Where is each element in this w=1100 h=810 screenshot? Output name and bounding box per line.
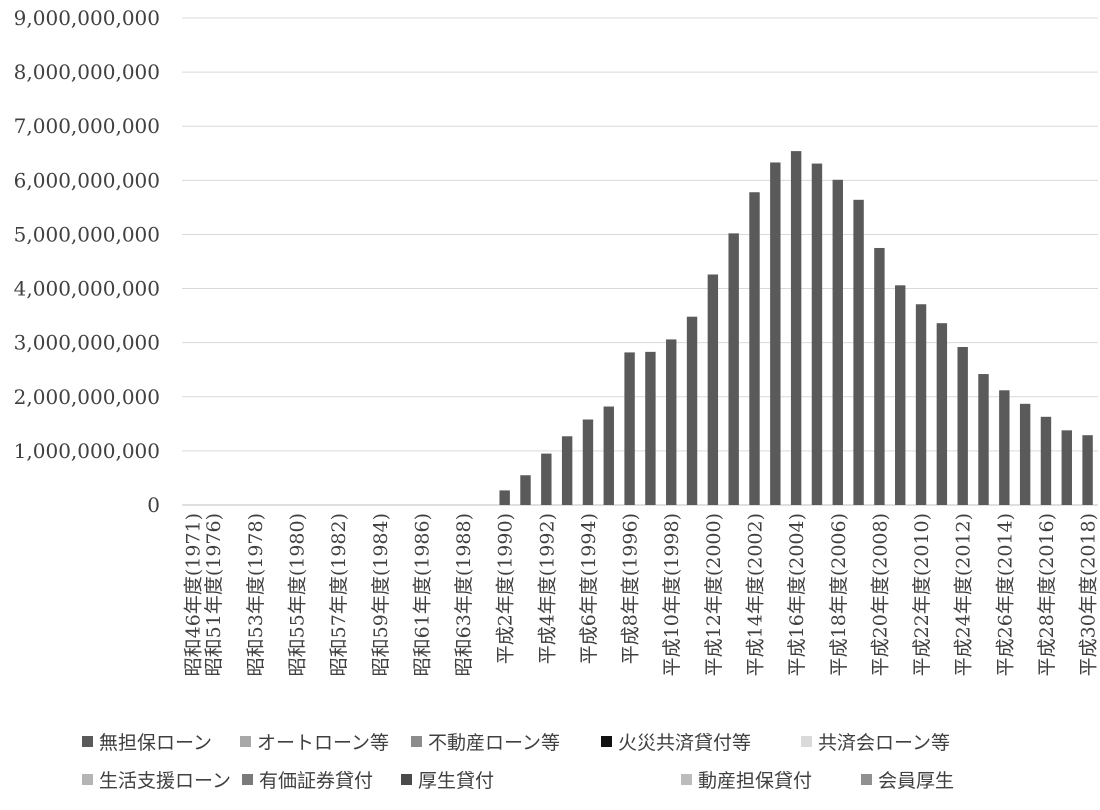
bar-segment xyxy=(895,285,906,505)
bar-segment xyxy=(1019,403,1031,505)
x-tick-label: 平成18年度(2006) xyxy=(828,513,850,676)
bar-segment xyxy=(790,151,802,505)
bar-segment xyxy=(999,390,1010,505)
legend-item: 無担保ローン xyxy=(82,728,212,755)
legend-label: 会員厚生 xyxy=(878,770,955,792)
bar-segment xyxy=(603,406,614,505)
legend-label: 火災共済貸付等 xyxy=(618,732,752,754)
bar-segment xyxy=(1082,435,1093,505)
legend-label: 生活支援ローン xyxy=(99,770,232,792)
x-tick-label: 平成8年度(1996) xyxy=(620,513,642,664)
legend-label: 有価証券貸付 xyxy=(259,770,374,792)
x-tick-label: 平成2年度(1990) xyxy=(495,513,517,664)
bar-segment xyxy=(978,374,989,505)
legend-item: 動産担保貸付 xyxy=(681,766,812,793)
legend-label: 共済会ローン等 xyxy=(818,732,951,754)
bar-segment xyxy=(624,352,635,505)
legend-swatch xyxy=(82,774,93,785)
x-tick-label: 昭和46年度(1971) xyxy=(182,513,204,676)
bar-segment xyxy=(645,351,656,505)
y-tick-label: 6,000,000,000 xyxy=(14,168,160,192)
legend-swatch xyxy=(240,736,251,747)
legend-label: 動産担保貸付 xyxy=(698,770,813,792)
x-tick-label: 平成4年度(1992) xyxy=(536,513,558,664)
x-tick-label: 平成6年度(1994) xyxy=(578,513,600,664)
bar-segment xyxy=(853,199,864,505)
x-tick-label: 平成10年度(1998) xyxy=(661,513,683,676)
legend-item: 共済会ローン等 xyxy=(801,728,950,755)
y-axis: 0 1,000,000,000 2,000,000,000 3,000,000,000… xyxy=(14,6,160,517)
x-tick-label: 昭和51年度(1976) xyxy=(203,513,225,676)
x-axis: 昭和46年度(1971)昭和51年度(1976) 昭和53年度(1978) 昭和55… xyxy=(182,513,1099,676)
x-tick-label: 平成20年度(2008) xyxy=(869,513,891,676)
x-tick-label: 平成22年度(2010) xyxy=(911,513,933,676)
y-tick-label: 3,000,000,000 xyxy=(14,331,160,355)
x-tick-label: 昭和59年度(1984) xyxy=(370,513,392,676)
y-tick-label: 8,000,000,000 xyxy=(14,60,160,84)
bar-segment xyxy=(561,436,573,505)
bar-segment xyxy=(728,233,739,505)
legend-swatch xyxy=(681,774,692,785)
legend-label: 不動産ローン等 xyxy=(428,732,561,754)
legend-label: オートローン等 xyxy=(257,732,390,754)
legend-item: 不動産ローン等 xyxy=(411,728,560,755)
x-tick-label: 平成26年度(2014) xyxy=(994,513,1016,676)
y-tick-label: 4,000,000,000 xyxy=(14,277,160,301)
legend-item: 会員厚生 xyxy=(861,766,954,793)
bar-segment xyxy=(1040,416,1052,505)
y-tick-label: 2,000,000,000 xyxy=(14,385,160,409)
x-tick-label: 平成12年度(2000) xyxy=(703,513,725,676)
x-tick-label: 昭和61年度(1986) xyxy=(411,513,433,676)
bar-segment xyxy=(582,419,594,505)
x-tick-label: 平成30年度(2018) xyxy=(1078,513,1100,676)
x-tick-label: 昭和53年度(1978) xyxy=(245,513,267,676)
bar-segment xyxy=(874,247,885,505)
x-tick-label: 平成24年度(2012) xyxy=(953,513,975,676)
legend-swatch xyxy=(801,736,812,747)
legend-swatch xyxy=(861,774,872,785)
bar-segment xyxy=(541,453,552,505)
bar-segment xyxy=(957,346,968,505)
x-tick-label: 平成16年度(2004) xyxy=(786,513,808,676)
legend-swatch xyxy=(242,774,253,785)
legend-swatch xyxy=(601,736,612,747)
legend-item: オートローン等 xyxy=(240,728,389,755)
x-tick-label: 昭和57年度(1982) xyxy=(328,513,350,676)
legend-item: 厚生貸付 xyxy=(401,766,494,793)
bar-segment xyxy=(686,316,698,505)
x-tick-label: 平成28年度(2016) xyxy=(1036,513,1058,676)
x-tick-label: 昭和63年度(1988) xyxy=(453,513,475,676)
bar-segment xyxy=(832,179,843,505)
bars xyxy=(499,151,1093,505)
legend-label: 厚生貸付 xyxy=(418,770,495,792)
bar-segment xyxy=(770,162,781,505)
legend-swatch xyxy=(401,774,412,785)
bar-segment xyxy=(749,192,760,505)
x-tick-label: 昭和55年度(1980) xyxy=(287,513,309,676)
legend-item: 有価証券貸付 xyxy=(242,766,373,793)
bar-segment xyxy=(1061,430,1072,505)
bar-segment xyxy=(707,274,719,505)
bar-segment xyxy=(499,490,510,505)
bar-segment xyxy=(520,475,531,505)
legend-label: 無担保ローン xyxy=(99,732,213,754)
x-tick-label: 平成14年度(2002) xyxy=(745,513,767,676)
bar-segment xyxy=(666,339,677,505)
legend-item: 火災共済貸付等 xyxy=(601,728,751,755)
y-tick-label: 7,000,000,000 xyxy=(14,114,160,138)
legend-swatch xyxy=(82,736,93,747)
bar-segment xyxy=(811,163,823,505)
y-tick-label: 5,000,000,000 xyxy=(14,222,160,246)
y-tick-label: 0 xyxy=(147,493,160,517)
y-tick-label: 9,000,000,000 xyxy=(14,6,160,30)
y-tick-label: 1,000,000,000 xyxy=(14,439,160,463)
legend-swatch xyxy=(411,736,422,747)
legend-item: 生活支援ローン xyxy=(82,766,231,793)
bar-segment xyxy=(915,304,927,505)
stacked-bar-chart: 0 1,000,000,000 2,000,000,000 3,000,000,000… xyxy=(14,6,1100,676)
bar-segment xyxy=(936,323,948,505)
